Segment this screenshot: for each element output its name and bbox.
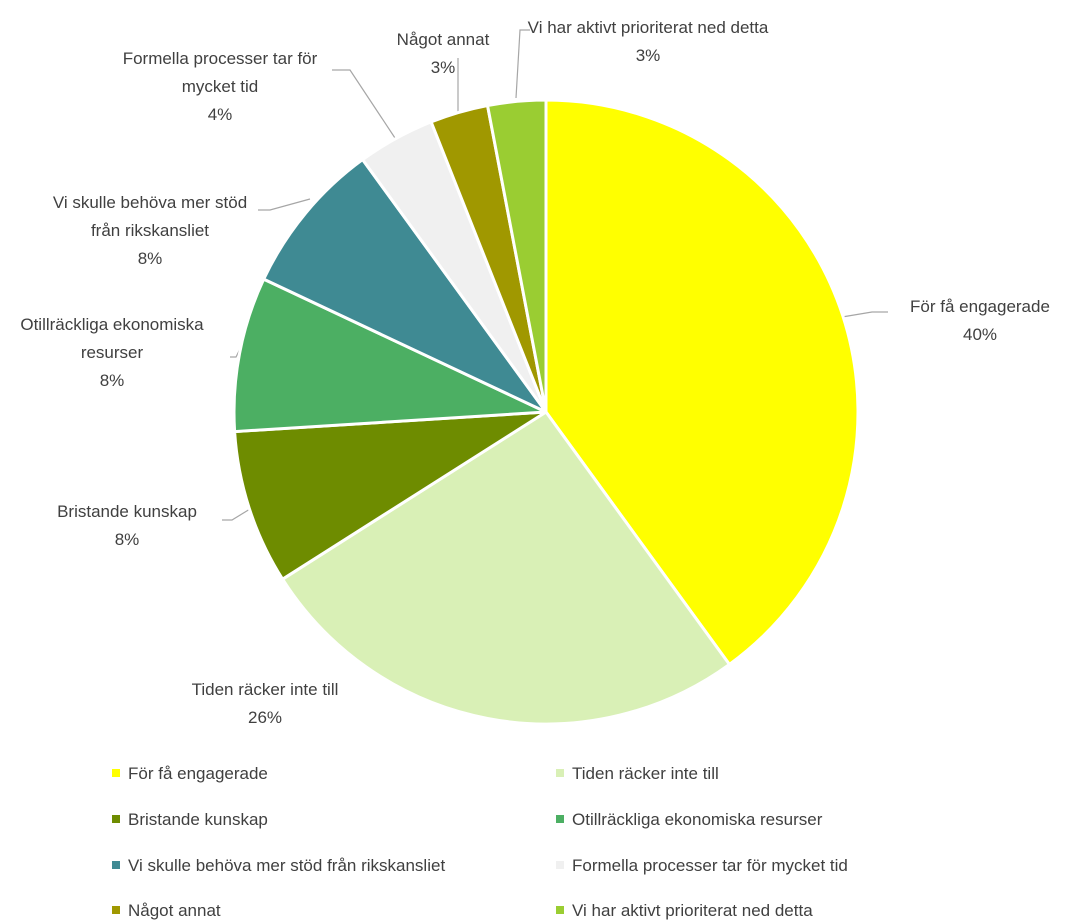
pie-slice (261, 157, 548, 414)
data-label: Vi har aktivt prioriterat ned detta 3% (523, 14, 773, 70)
data-label-value: 8% (99, 371, 125, 390)
leader-line (515, 29, 530, 99)
legend-item: För få engagerade (112, 764, 268, 784)
legend-label: Vi skulle behöva mer stöd från rikskansl… (128, 856, 446, 875)
legend-label: För få engagerade (128, 764, 268, 783)
data-label-category: Otillräckliga ekonomiska resurser (20, 315, 204, 362)
legend-label: Tiden räcker inte till (572, 764, 719, 783)
data-label-value: 8% (114, 530, 140, 549)
leader-line (841, 311, 888, 318)
legend-swatch (556, 861, 564, 869)
data-label: Tiden räcker inte till 26% (155, 676, 375, 732)
legend-label: Bristande kunskap (128, 810, 268, 829)
legend-label: Otillräckliga ekonomiska resurser (572, 810, 823, 829)
legend-swatch (112, 769, 120, 777)
data-label-value: 26% (247, 708, 283, 727)
legend-swatch (556, 769, 564, 777)
data-label-value: 8% (137, 249, 163, 268)
data-label-category: Bristande kunskap (57, 502, 197, 521)
data-label-category: Vi skulle behöva mer stöd från rikskansl… (52, 193, 248, 240)
data-label-category: Tiden räcker inte till (191, 680, 339, 699)
legend-item: Tiden räcker inte till (556, 764, 719, 784)
data-label-category: Formella processer tar för mycket tid (122, 49, 318, 96)
legend-swatch (556, 906, 564, 914)
pie-slice (544, 98, 860, 667)
data-label-category: Något annat (396, 30, 490, 49)
legend-item: Bristande kunskap (112, 810, 268, 830)
legend-label: Vi har aktivt prioriterat ned detta (572, 901, 813, 920)
pie-slice (232, 277, 547, 434)
legend-swatch (556, 815, 564, 823)
legend-item: Formella processer tar för mycket tid (556, 856, 848, 876)
data-label: Formella processer tar för mycket tid 4% (100, 45, 340, 129)
pie-slice (280, 409, 732, 726)
data-label-category: För få engagerade (910, 297, 1050, 316)
data-label-value: 4% (207, 105, 233, 124)
legend-item: Otillräckliga ekonomiska resurser (556, 810, 822, 830)
legend-label: Formella processer tar för mycket tid (572, 856, 848, 875)
legend-item: Vi skulle behöva mer stöd från rikskansl… (112, 856, 445, 876)
legend-swatch (112, 815, 120, 823)
legend-item: Vi har aktivt prioriterat ned detta (556, 901, 813, 920)
data-label-value: 3% (635, 46, 661, 65)
data-label: Bristande kunskap 8% (27, 498, 227, 554)
data-label: Otillräckliga ekonomiska resurser 8% (7, 311, 217, 395)
data-label-category: Vi har aktivt prioriterat ned detta (527, 18, 769, 37)
leader-line (222, 508, 251, 521)
legend-item: Något annat (112, 901, 221, 920)
legend-swatch (112, 861, 120, 869)
data-label: Vi skulle behöva mer stöd från rikskansl… (45, 189, 255, 273)
leader-line (332, 69, 396, 139)
data-label: Något annat 3% (383, 26, 503, 82)
pie-slice (233, 410, 547, 582)
data-label-value: 3% (430, 58, 456, 77)
pie-slice (485, 98, 548, 413)
leader-line (258, 198, 311, 211)
legend-swatch (112, 906, 120, 914)
data-label-value: 40% (962, 325, 998, 344)
legend-label: Något annat (128, 901, 221, 920)
data-label: För få engagerade 40% (880, 293, 1072, 349)
